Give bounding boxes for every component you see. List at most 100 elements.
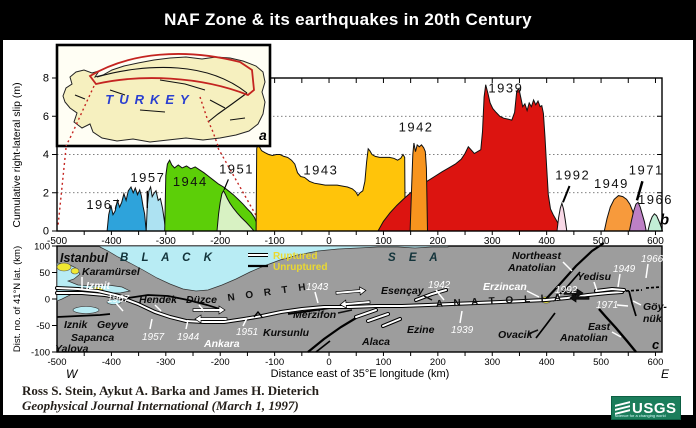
label-pointer: [527, 329, 539, 335]
label-pointer: [526, 290, 540, 298]
inset-projection-line: [57, 147, 67, 227]
year-annotation-1949: 1949: [594, 176, 629, 191]
slip-direction-arrow: [192, 305, 226, 315]
map-year-label-1939: 1939: [451, 325, 474, 336]
map-place-label-karam-rsel: Karamürsel: [82, 266, 141, 278]
y-tick-label: 6: [43, 111, 49, 123]
country-label-turkey: TURKEY: [105, 92, 194, 107]
map-place-label-kursunlu: Kursunlu: [263, 327, 310, 339]
label-pointer: [645, 263, 649, 279]
slip-chart-panel: 0 2 4 6 8 -500 -400 -300 -200 -100 0 100 200 300 400 50…: [11, 73, 673, 248]
inset-fault-line: [159, 79, 206, 91]
x-tick-label: 400: [538, 236, 555, 247]
inset-projection-dots: [199, 96, 219, 147]
map-place-label-sapanca: Sapanca: [71, 332, 114, 344]
year-annotation-1957: 1957: [130, 170, 165, 185]
map-place-label-geyve: Geyve: [97, 319, 129, 331]
label-pointer: [632, 300, 642, 306]
label-pointer: [149, 318, 153, 330]
slip-area-1943: [255, 141, 406, 232]
map-y-tick-label: -100: [31, 348, 50, 359]
annotation-leader: [635, 180, 644, 201]
usgs-acronym: USGS: [632, 399, 677, 417]
map-place-label-izmit: Izmit: [86, 280, 110, 292]
year-annotation-1943: 1943: [303, 163, 338, 178]
label-pointer: [314, 291, 319, 304]
map-year-label-1949: 1949: [613, 264, 636, 275]
unruptured-fault: [598, 308, 637, 353]
year-annotation-1951: 1951: [219, 162, 254, 177]
y-tick-label: 2: [43, 187, 49, 199]
x-tick-label: 0: [326, 236, 332, 247]
panel-label-a: a: [259, 127, 267, 143]
map-x-tick-label: 0: [326, 357, 331, 368]
annotation-leader: [562, 185, 571, 203]
map-year-label-1942: 1942: [428, 280, 451, 291]
unruptured-fault: [307, 317, 357, 353]
label-pointer: [459, 310, 463, 324]
x-tick-label: 500: [593, 236, 610, 247]
map-year-label-1967: 1967: [107, 294, 130, 305]
slip-direction-arrow: [335, 286, 367, 296]
slip-direction-arrow: [569, 293, 590, 303]
slip-area-1971: [628, 201, 647, 232]
map-x-tick-label: -500: [47, 357, 66, 368]
turkey-landmass: [62, 56, 266, 143]
kursunlu-caret-mark: [253, 310, 263, 318]
inset-fault-line: [207, 92, 248, 123]
map-y-tick-label: 0: [45, 295, 50, 306]
map-x-tick-label: -100: [265, 357, 284, 368]
map-place-label-n-k: nük: [643, 313, 663, 325]
year-annotation-1939: 1939: [488, 80, 523, 95]
citation: Ross S. Stein, Aykut A. Barka and James …: [22, 383, 319, 413]
inset-projection-dots: [65, 85, 95, 147]
map-x-tick-label: 300: [484, 357, 500, 368]
map-year-label-1951: 1951: [236, 327, 258, 338]
label-pointer: [337, 309, 353, 314]
x-tick-label: 300: [484, 236, 501, 247]
year-annotation-1942: 1942: [399, 120, 434, 135]
chart-y-axis-title: Cumulative right-lateral slip (m): [11, 82, 23, 227]
map-x-tick-label: 400: [539, 357, 555, 368]
map-place-label-iznik: Iznik: [64, 319, 88, 331]
highlighted-city-spot: [56, 262, 72, 272]
figure-title: NAF Zone & its earthquakes in 20th Centu…: [164, 10, 532, 29]
label-pointer: [423, 295, 433, 301]
slip-area-1992: [556, 201, 568, 232]
map-x-tick-label: 500: [593, 357, 609, 368]
inset-fault-line: [74, 94, 86, 100]
x-tick-label: -200: [210, 236, 230, 247]
map-year-label-1944: 1944: [177, 332, 200, 343]
map-year-label-1971: 1971: [596, 300, 618, 311]
label-pointer: [435, 289, 445, 301]
map-place-label-northeast: Northeast: [512, 250, 562, 262]
inset-fault-line: [96, 66, 248, 94]
label-pointer: [115, 302, 124, 312]
x-tick-label: -500: [47, 236, 67, 247]
lake: [72, 306, 100, 314]
panel-label-c: c: [652, 337, 660, 352]
map-y-tick-label: 100: [34, 242, 50, 253]
label-pointer: [593, 281, 598, 292]
unruptured-fault: [127, 294, 221, 310]
year-annotation-1966: 1966: [638, 192, 673, 207]
title-bar: NAF Zone & its earthquakes in 20th Centu…: [0, 0, 696, 40]
highlighted-city-spot: [70, 267, 80, 275]
east-label: E: [661, 367, 670, 381]
map-y-axis-title: Dist. no. of 41°N lat. (km): [12, 246, 23, 352]
label-pointer: [616, 304, 629, 307]
map-year-label-1992: 1992: [555, 285, 578, 296]
usgs-logo: USGS science for a changing world: [611, 396, 681, 420]
year-annotation-1967: 1967: [86, 197, 121, 212]
map-place-label-s-e-a: S E A: [388, 252, 443, 264]
map-y-tick-label: 50: [39, 268, 50, 279]
unruptured-fault: [628, 290, 637, 317]
label-pointer: [562, 261, 573, 272]
map-place-label-merzifon: Merzifon: [293, 309, 336, 321]
annotation-leader: [223, 179, 229, 191]
y-tick-label: 4: [43, 149, 49, 161]
year-annotation-1992: 1992: [555, 167, 590, 182]
